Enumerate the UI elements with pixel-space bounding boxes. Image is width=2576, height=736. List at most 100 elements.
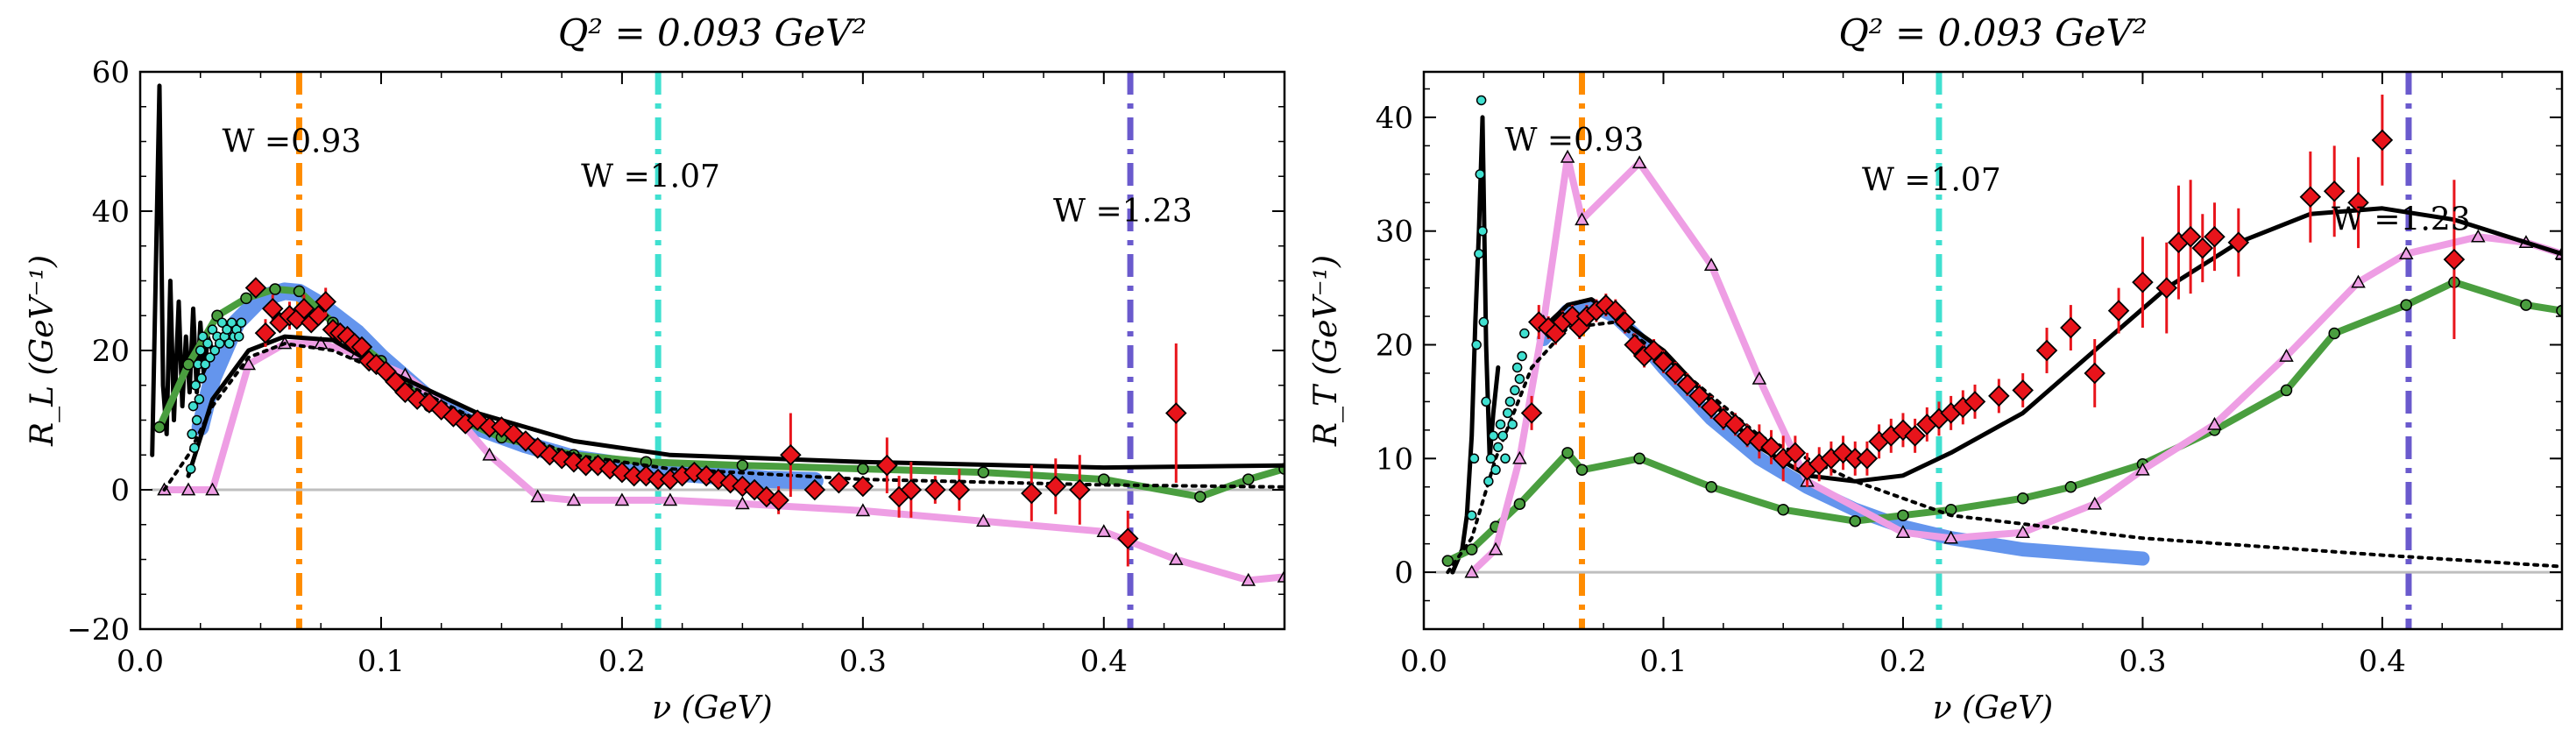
- data-point: [1652, 350, 1674, 373]
- data-point: [207, 324, 218, 335]
- data-point: [1510, 385, 1520, 396]
- series-marker: [180, 482, 196, 496]
- data-point: [1700, 396, 1723, 419]
- series-marker: [2520, 299, 2532, 311]
- data-point: [1490, 464, 1501, 476]
- w-label: W =1.07: [1862, 162, 2001, 198]
- data-point: [2107, 300, 2130, 322]
- series-marker: [1943, 530, 1958, 544]
- data-point: [2204, 225, 2226, 248]
- data-point: [1856, 448, 1879, 470]
- plot-area: [150, 72, 1284, 629]
- series-marker: [1168, 551, 1184, 565]
- y-tick-label: 10: [1376, 442, 1413, 477]
- x-tick-label: 0.3: [839, 644, 887, 679]
- data-point: [189, 442, 200, 454]
- data-point: [1478, 316, 1490, 328]
- data-point: [191, 414, 202, 426]
- data-point: [1495, 419, 1506, 430]
- series-marker: [1488, 541, 1504, 556]
- data-point: [2155, 277, 2178, 299]
- data-point: [1519, 328, 1530, 339]
- data-point: [948, 478, 971, 501]
- data-point: [1502, 407, 1513, 419]
- data-point: [197, 331, 209, 342]
- data-point: [214, 338, 225, 349]
- series-line: [186, 334, 1284, 478]
- x-axis-label: ν (GeV): [1933, 690, 2053, 726]
- series-marker: [1098, 473, 1110, 485]
- series-marker: [1096, 524, 1112, 538]
- data-point: [1474, 248, 1484, 259]
- series-marker: [2471, 229, 2486, 243]
- data-point: [1676, 373, 1699, 396]
- data-point: [1614, 311, 1636, 333]
- series-marker: [2351, 274, 2366, 288]
- y-tick-label: 40: [1376, 101, 1413, 136]
- data-point: [2371, 129, 2394, 152]
- data-point: [1477, 225, 1488, 237]
- x-tick-label: 0.3: [2119, 644, 2166, 679]
- series-marker: [293, 285, 306, 298]
- data-point: [2060, 316, 2082, 339]
- data-point: [1760, 436, 1782, 458]
- series-line: [1444, 279, 2562, 565]
- data-point: [202, 338, 213, 349]
- data-point: [293, 298, 315, 320]
- data-point: [1483, 476, 1494, 487]
- series-marker: [241, 357, 257, 371]
- data-point: [2132, 271, 2154, 294]
- data-point: [1497, 430, 1508, 442]
- data-point: [1481, 396, 1491, 407]
- data-point: [1500, 453, 1511, 464]
- data-point: [1466, 510, 1477, 520]
- data-point: [2227, 231, 2250, 253]
- series-marker: [1752, 371, 1767, 385]
- x-tick-label: 0.1: [357, 644, 405, 679]
- data-point: [1520, 402, 1543, 424]
- series-marker: [269, 283, 281, 295]
- data-point: [187, 428, 197, 440]
- series-marker: [1277, 569, 1284, 583]
- plot-frame: [1422, 70, 2564, 631]
- data-point: [1964, 391, 1986, 413]
- series-marker: [1705, 481, 1717, 493]
- w-label: W =1.07: [581, 159, 720, 195]
- series-marker: [2135, 462, 2150, 476]
- series-marker: [2016, 492, 2029, 505]
- y-tick-label: 60: [92, 55, 130, 90]
- data-point: [194, 393, 205, 405]
- w-label: W =1.23: [2332, 202, 2471, 238]
- data-point: [233, 331, 244, 342]
- data-point: [190, 380, 201, 391]
- series-marker: [2556, 304, 2562, 317]
- y-tick-label: 0: [1394, 556, 1413, 591]
- data-point: [1485, 453, 1497, 464]
- data-point: [1784, 442, 1807, 464]
- data-point: [222, 324, 232, 335]
- series-marker: [153, 421, 166, 434]
- data-point: [924, 478, 946, 501]
- series-marker: [1561, 447, 1574, 459]
- data-point: [1904, 425, 1926, 447]
- series-marker: [855, 503, 871, 517]
- data-point: [2084, 362, 2105, 385]
- data-point: [2012, 379, 2034, 401]
- data-point: [223, 338, 235, 349]
- w-label: W =1.23: [1053, 194, 1192, 230]
- data-point: [1504, 396, 1516, 407]
- series-marker: [1241, 572, 1256, 586]
- data-point: [1514, 373, 1525, 385]
- series-marker: [1575, 464, 1589, 477]
- data-point: [200, 359, 210, 370]
- data-point: [768, 489, 789, 512]
- chart-panel-rt: W =0.93 W =1.07 W =1.23 0.0 0.1 0.2 0.3 0.4 0 10 2…: [1308, 11, 2564, 726]
- data-point: [2347, 191, 2369, 214]
- series-marker: [530, 489, 545, 503]
- series-marker: [2280, 384, 2293, 397]
- series-marker: [614, 492, 630, 506]
- y-tick-label: 20: [1376, 329, 1413, 364]
- w-label: W =0.93: [1504, 123, 1644, 159]
- data-point: [216, 317, 228, 328]
